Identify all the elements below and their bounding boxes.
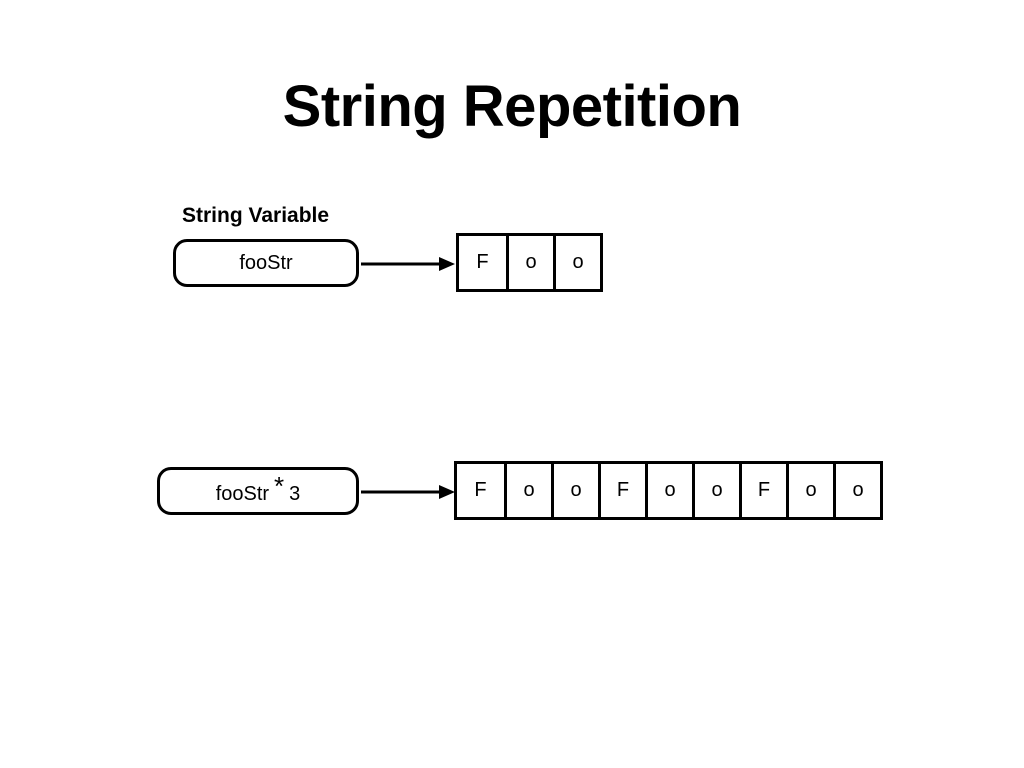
char-cell: o: [506, 233, 556, 292]
char-cell: o: [786, 461, 836, 520]
repetition-expression-box: fooStr * 3: [157, 467, 359, 515]
char-cell: o: [504, 461, 554, 520]
expression-count: 3: [289, 483, 300, 506]
variable-name-box: fooStr: [173, 239, 359, 287]
char-cell: F: [598, 461, 648, 520]
char-cell: F: [456, 233, 509, 292]
char-cell: F: [454, 461, 507, 520]
string-variable-label: String Variable: [182, 203, 329, 229]
slide-title: String Repetition: [0, 72, 1024, 142]
variable-name-text: fooStr: [239, 252, 292, 275]
char-cell: F: [739, 461, 789, 520]
expression-operand: fooStr: [216, 483, 269, 506]
char-cell: o: [551, 461, 601, 520]
result-arrow: [361, 482, 457, 502]
expression-operator: *: [274, 471, 284, 502]
repetition-expression: fooStr * 3: [216, 476, 301, 507]
char-cell: o: [645, 461, 695, 520]
char-cell: o: [553, 233, 603, 292]
char-cell: o: [833, 461, 883, 520]
char-cell: o: [692, 461, 742, 520]
reference-arrow: [361, 254, 457, 274]
